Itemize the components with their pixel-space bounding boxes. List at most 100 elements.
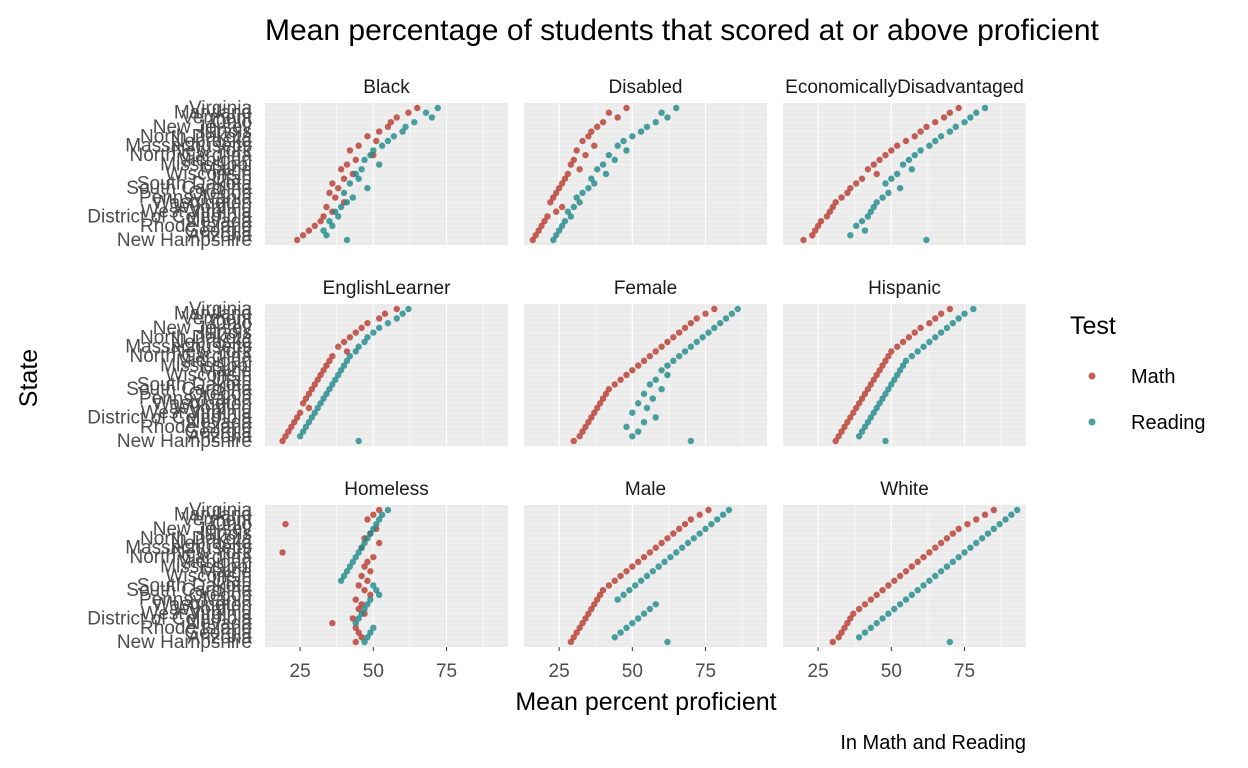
point-math	[990, 506, 997, 514]
point-math	[302, 395, 310, 402]
y-tick-label: Arizona	[188, 426, 253, 447]
point-math	[646, 352, 654, 360]
point-math	[588, 414, 595, 421]
point-math	[282, 520, 289, 528]
y-tick-label: Michigan	[176, 552, 252, 573]
point-math	[373, 137, 380, 145]
point-math	[352, 596, 359, 603]
y-tick-label: Ohio	[212, 313, 252, 334]
point-math	[576, 166, 583, 173]
point-math	[902, 137, 910, 145]
y-tick-label: New Hampshire	[117, 632, 252, 653]
point-reading	[352, 619, 359, 627]
point-math	[340, 175, 348, 182]
y-tick-label: Virginia	[189, 98, 252, 119]
y-tick-label: Pennsylvania	[139, 389, 252, 410]
point-reading	[675, 352, 683, 360]
point-math	[582, 615, 589, 622]
point-math	[285, 428, 292, 435]
point-math	[605, 582, 613, 589]
point-math	[858, 395, 866, 402]
point-reading	[658, 109, 665, 116]
point-math	[352, 156, 359, 164]
point-reading	[734, 305, 741, 313]
point-reading	[973, 109, 980, 116]
point-reading	[629, 619, 636, 627]
y-tick-label: District of Columbia	[87, 608, 252, 629]
point-math	[658, 343, 665, 350]
point-reading	[355, 549, 362, 556]
point-math	[809, 232, 816, 239]
point-math	[593, 404, 601, 412]
x-tick-label: 75	[695, 661, 716, 682]
point-math	[908, 563, 916, 570]
point-reading	[722, 315, 730, 322]
point-math	[317, 371, 324, 379]
point-reading	[634, 428, 642, 435]
point-math	[914, 558, 921, 566]
point-reading	[337, 367, 345, 374]
point-math	[352, 624, 359, 632]
point-reading	[908, 591, 916, 599]
y-tick-label: Ohio	[212, 112, 252, 133]
point-reading	[626, 586, 633, 594]
point-reading	[390, 133, 398, 140]
point-math	[294, 414, 301, 421]
point-reading	[652, 376, 659, 383]
point-math	[823, 213, 831, 220]
point-reading	[667, 553, 674, 561]
point-reading	[570, 203, 577, 211]
y-tick-label: Wisconsin	[165, 566, 252, 587]
point-math	[329, 352, 336, 360]
point-reading	[643, 404, 651, 412]
point-math	[393, 305, 400, 313]
y-tick-label: Wisconsin	[165, 365, 252, 386]
y-tick-label: Mississippi	[160, 356, 252, 377]
point-reading	[352, 348, 359, 355]
point-math	[955, 525, 962, 533]
point-math	[387, 118, 395, 126]
point-math	[873, 591, 880, 599]
y-tick-label: Nebraska	[171, 131, 253, 152]
point-math	[332, 194, 339, 201]
y-tick-label: Oregon	[189, 384, 252, 405]
point-reading	[702, 525, 709, 533]
point-math	[323, 203, 330, 211]
point-reading	[908, 166, 916, 173]
point-math	[885, 582, 892, 589]
point-reading	[558, 222, 566, 230]
point-reading	[620, 137, 627, 145]
y-tick-label: Rhode Island	[140, 216, 252, 237]
point-math	[570, 156, 577, 164]
point-math	[573, 147, 580, 154]
point-reading	[399, 128, 406, 135]
point-math	[876, 367, 883, 374]
point-reading	[879, 194, 886, 201]
point-reading	[323, 232, 330, 239]
point-reading	[725, 506, 733, 514]
point-reading	[553, 232, 560, 239]
x-tick-label: 25	[290, 661, 311, 682]
point-reading	[326, 217, 333, 225]
point-reading	[996, 520, 1003, 528]
point-math	[629, 367, 636, 374]
point-reading	[1008, 511, 1015, 518]
point-math	[879, 362, 886, 369]
point-reading	[567, 213, 575, 220]
point-math	[296, 409, 304, 416]
point-reading	[579, 189, 586, 197]
point-reading	[343, 236, 351, 244]
legend-title: Test	[1070, 312, 1116, 340]
point-math	[917, 324, 924, 332]
point-math	[320, 213, 327, 220]
y-tick-label: Massachusetts	[125, 337, 252, 358]
point-math	[346, 147, 354, 154]
point-reading	[364, 634, 371, 641]
point-reading	[332, 376, 339, 383]
point-math	[329, 619, 336, 627]
point-math	[585, 418, 592, 426]
point-math	[414, 104, 421, 112]
point-math	[305, 404, 313, 412]
